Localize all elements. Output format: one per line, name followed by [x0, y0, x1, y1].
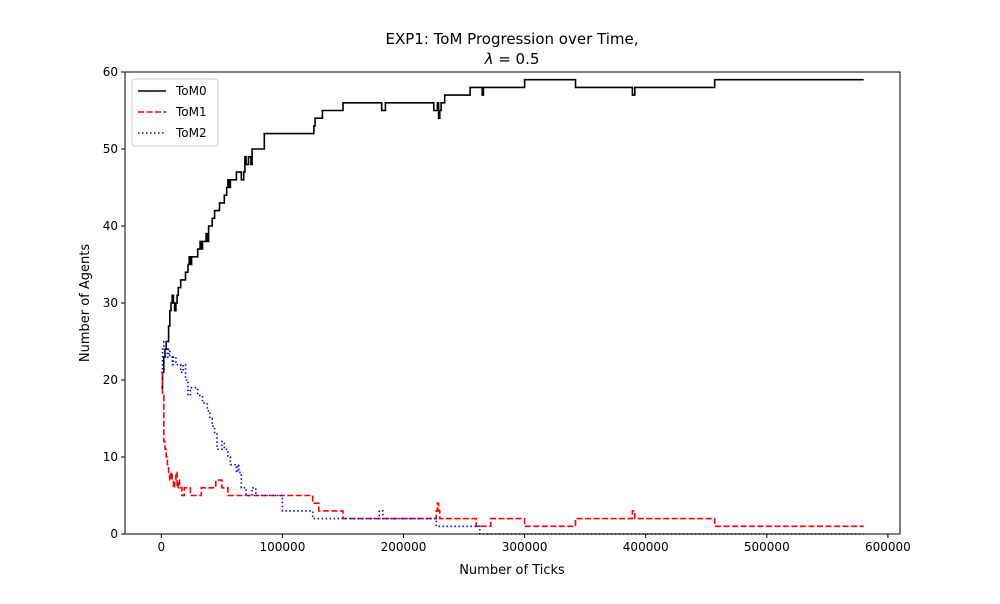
chart-title: EXP1: ToM Progression over Time, [386, 30, 639, 48]
legend-items: ToM0 ToM1 ToM2 [138, 84, 207, 140]
y-tick-label: 30 [103, 296, 118, 310]
y-axis-label: Number of Agents [78, 244, 93, 362]
x-tick-label: 600000 [865, 540, 911, 554]
y-tick-label: 60 [103, 65, 118, 79]
legend-label-tom0: ToM0 [175, 84, 207, 98]
y-tick-label: 10 [103, 450, 118, 464]
chart-subtitle: λ = 0.5 [484, 50, 540, 68]
x-tick-label: 500000 [744, 540, 790, 554]
lambda-symbol: λ [484, 50, 494, 68]
x-tick-label: 400000 [623, 540, 669, 554]
x-axis-ticks: 0 100000 200000 300000 400000 500000 600000 [158, 534, 911, 554]
legend-label-tom2: ToM2 [175, 126, 207, 140]
legend-box [131, 78, 219, 147]
y-tick-label: 50 [103, 142, 118, 156]
y-tick-label: 0 [110, 527, 118, 541]
legend: ToM0 ToM1 ToM2 [131, 78, 219, 147]
series-line-tom0 [161, 78, 864, 389]
lambda-value: = 0.5 [493, 50, 539, 68]
x-tick-label: 200000 [381, 540, 427, 554]
x-tick-label: 0 [158, 540, 166, 554]
y-axis-ticks: 0 10 20 30 40 50 60 [103, 65, 125, 541]
series-layer [161, 78, 864, 535]
y-tick-label: 20 [103, 373, 118, 387]
series-line-tom2 [161, 340, 864, 535]
series-line-tom1 [161, 371, 864, 528]
x-tick-label: 300000 [502, 540, 548, 554]
plot-frame [124, 71, 901, 535]
x-tick-label: 100000 [260, 540, 306, 554]
legend-label-tom1: ToM1 [175, 105, 207, 119]
y-tick-label: 40 [103, 219, 118, 233]
x-axis-label: Number of Ticks [459, 563, 565, 578]
